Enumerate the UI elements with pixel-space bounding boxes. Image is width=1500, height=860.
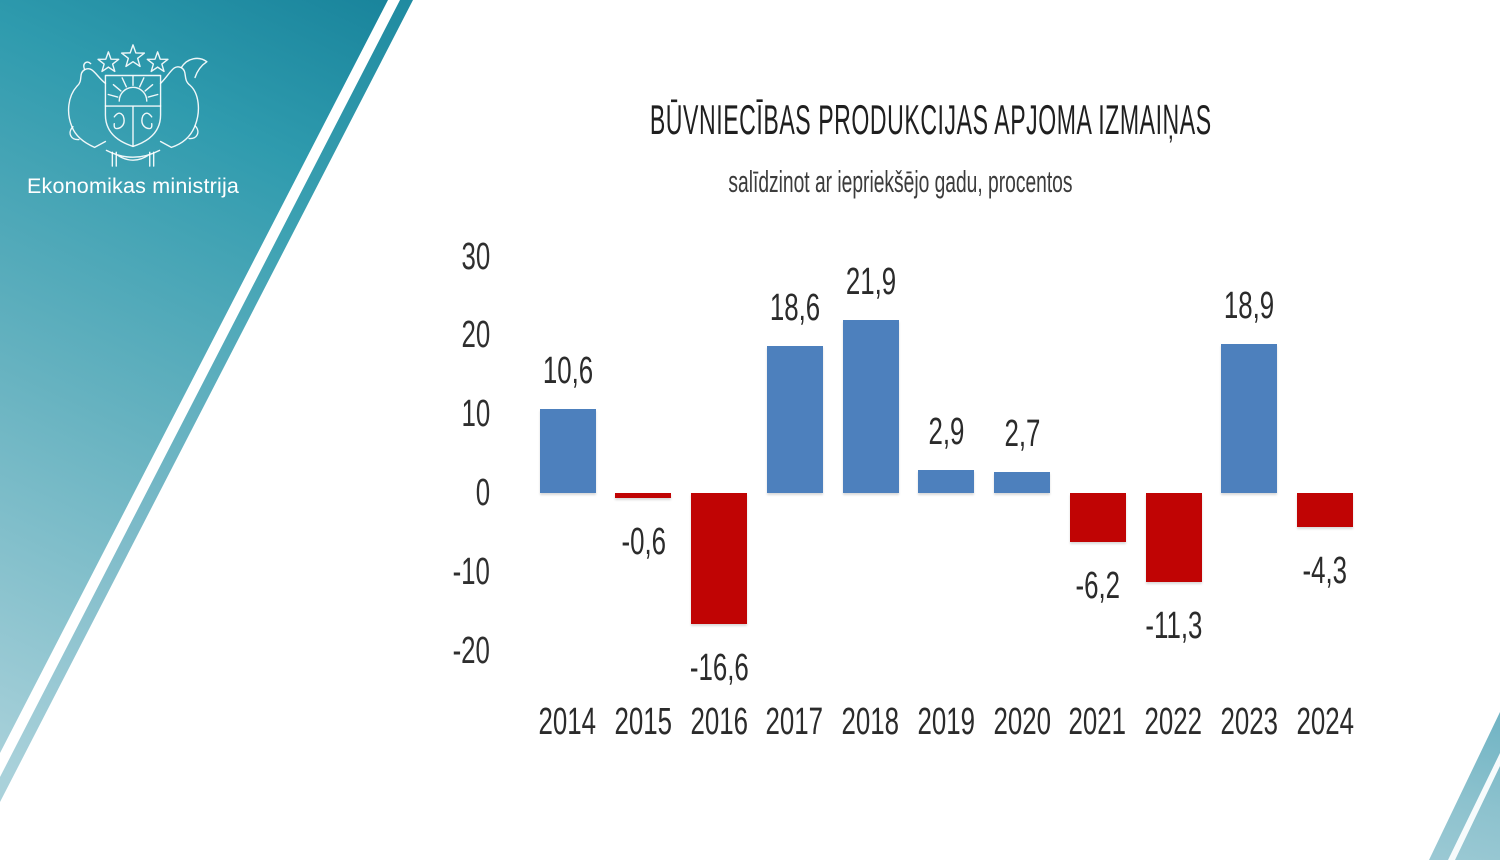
x-tick-2019-text: 2019 [917,701,975,743]
bar-label-2024-text: -4,3 [1302,549,1348,592]
y-tick-30-text: 30 [461,235,490,278]
bar-label-2019: 2,9 [881,412,1011,452]
x-tick-2014: 2014 [503,702,633,742]
x-tick-2020: 2020 [957,702,1087,742]
bar-label-2014: 10,6 [503,351,633,391]
bar-label-2019-text: 2,9 [928,411,965,454]
y-tick-0-text: 0 [475,472,490,514]
bar-2014 [539,409,596,493]
bar-2015 [615,493,672,498]
y-tick-10: 10 [400,394,490,434]
bar-label-2018-text: 21,9 [845,261,896,304]
bar-label-2021-text: -6,2 [1075,564,1121,607]
chart-subtitle: salīdzinot ar iepriekšējo gadu, procento… [727,164,1073,199]
bar-label-2016-text: -16,6 [689,646,749,689]
bar-label-2017: 18,6 [730,288,860,328]
bar-label-2022: -11,3 [1109,606,1239,646]
x-tick-2023-text: 2023 [1220,701,1278,743]
y-tick-20-text: 20 [461,314,490,357]
x-tick-2019: 2019 [881,702,1011,742]
x-tick-2022: 2022 [1109,702,1239,742]
bar-2017 [766,346,823,493]
x-tick-2015-text: 2015 [614,701,672,743]
bar-label-2022-text: -11,3 [1145,605,1202,648]
bar-label-2024: -4,3 [1260,551,1390,591]
bar-label-2015-text: -0,6 [620,520,666,563]
chart-title: BŪVNIECĪBAS PRODUKCIJAS APJOMA IZMAIŅAS [649,96,1212,143]
x-tick-2018-text: 2018 [841,701,900,743]
bar-2024 [1297,493,1353,527]
y-tick--10-text: -10 [452,550,490,593]
x-tick-2021: 2021 [1033,702,1163,742]
y-tick--20-text: -20 [452,629,490,672]
x-tick-2024: 2024 [1260,702,1390,742]
bar-2023 [1221,344,1278,493]
x-tick-2016-text: 2016 [690,701,748,743]
bar-label-2023-text: 18,9 [1224,285,1275,328]
x-tick-2023: 2023 [1184,702,1314,742]
x-tick-2014-text: 2014 [538,701,597,743]
bar-label-2015: -0,6 [578,522,708,562]
bar-2016 [691,493,747,624]
bar-label-2020-text: 2,7 [1004,412,1040,455]
bar-label-2020: 2,7 [957,414,1087,454]
x-tick-2017-text: 2017 [765,701,824,743]
x-tick-2016: 2016 [654,702,784,742]
x-tick-2024-text: 2024 [1296,701,1354,743]
ministry-name: Ekonomikas ministrija [27,174,240,198]
bar-label-2021: -6,2 [1033,566,1163,606]
bar-label-2016: -16,6 [654,648,784,688]
coat-of-arms-icon [48,44,218,172]
bar-label-2018: 21,9 [806,262,936,302]
x-tick-2015: 2015 [578,702,708,742]
bar-2022 [1145,493,1202,583]
x-tick-2022-text: 2022 [1144,701,1203,743]
bar-label-2017-text: 18,6 [769,287,820,330]
x-tick-2020-text: 2020 [993,701,1051,743]
x-tick-2017: 2017 [730,702,860,742]
y-tick-20: 20 [400,315,490,355]
y-tick-10-text: 10 [461,393,490,436]
y-tick-0: 0 [400,473,490,513]
x-tick-2021-text: 2021 [1068,701,1127,743]
y-tick-30: 30 [400,237,490,277]
bar-2018 [842,320,899,493]
y-tick--10: -10 [400,552,490,592]
bar-label-2023: 18,9 [1184,286,1314,326]
bar-2020 [994,471,1050,493]
y-tick--20: -20 [400,631,490,671]
bar-2019 [918,470,975,493]
bar-label-2014-text: 10,6 [542,350,593,393]
x-tick-2018: 2018 [806,702,936,742]
bar-2021 [1069,493,1126,542]
